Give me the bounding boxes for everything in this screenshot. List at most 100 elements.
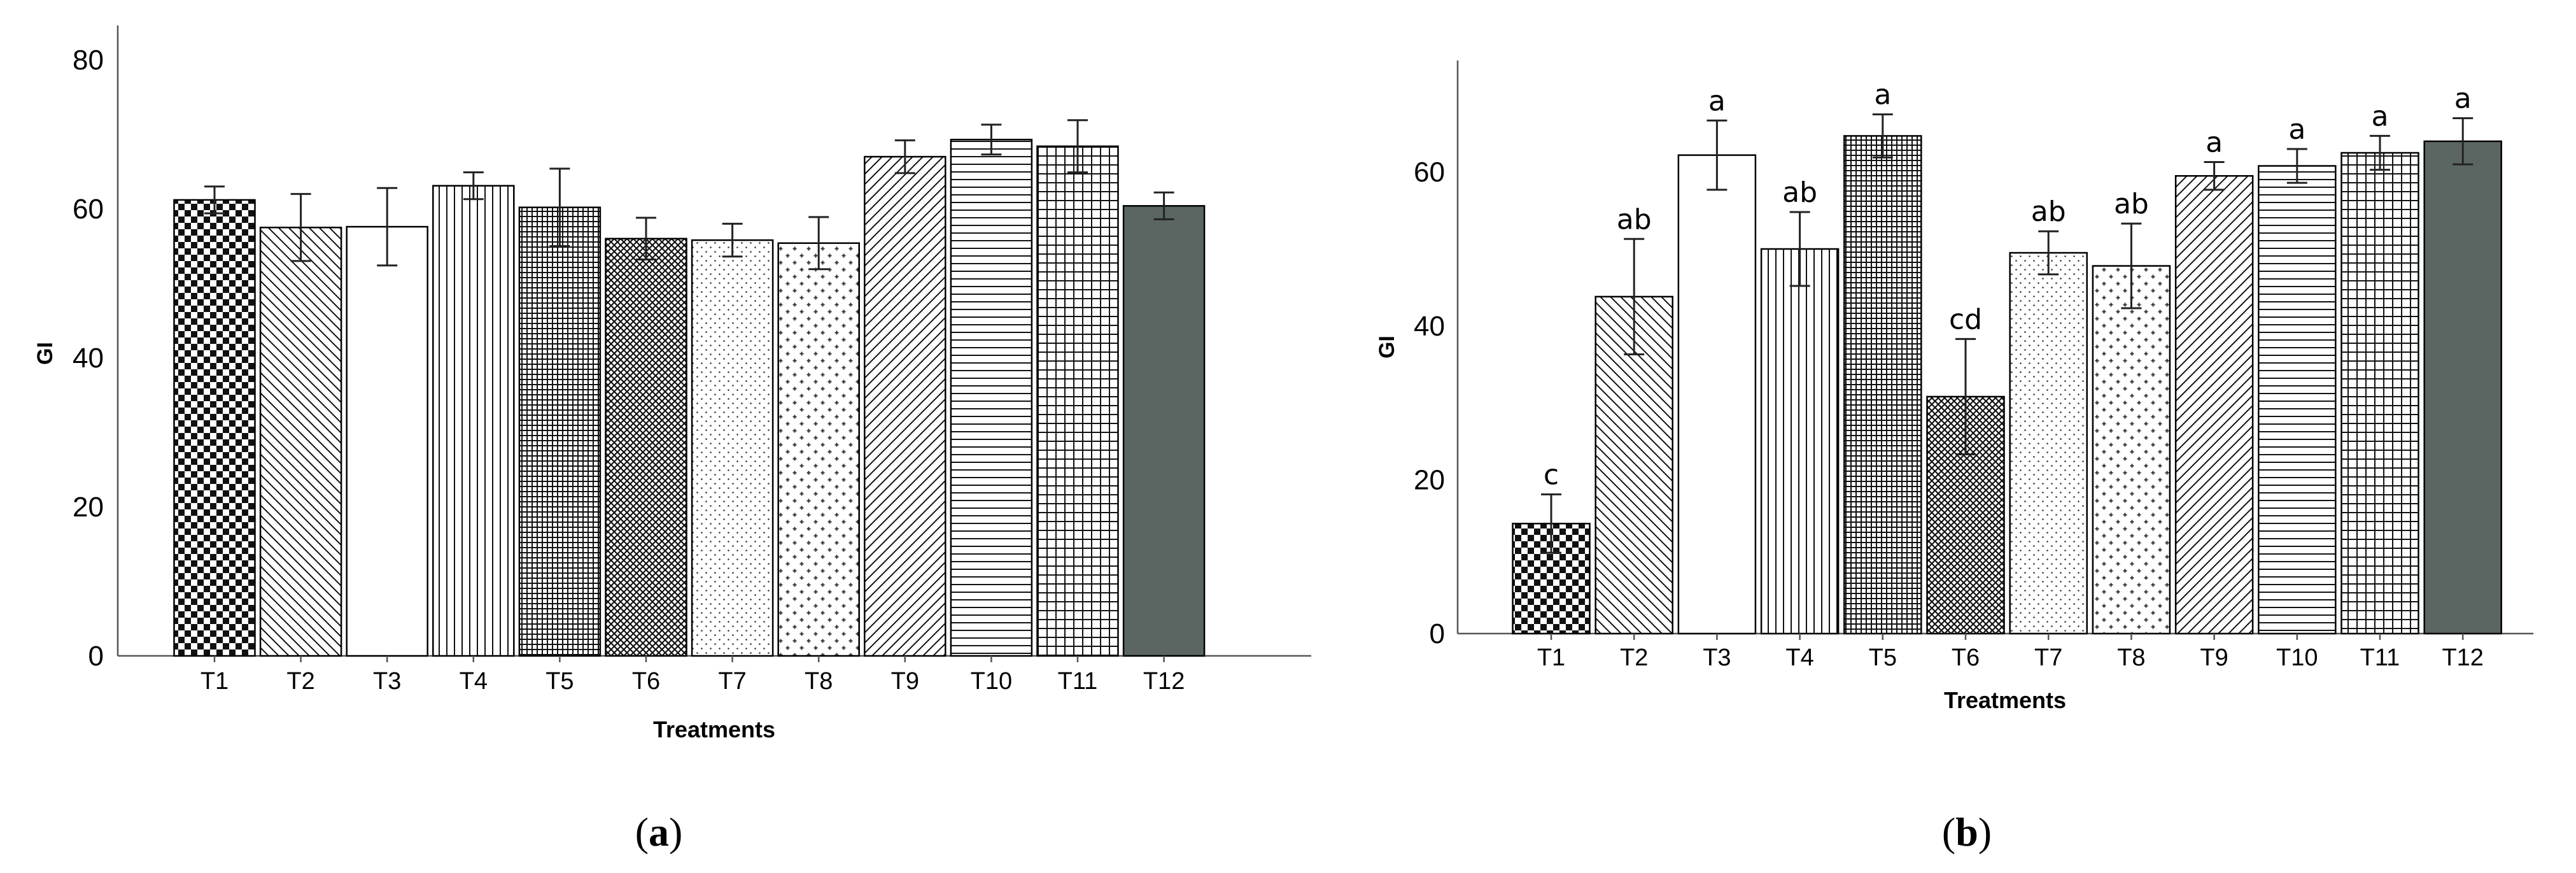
error-bar-t4: [1789, 211, 1810, 287]
bar-label: ab: [2031, 195, 2066, 228]
y-axis-label: GI: [1375, 336, 1399, 358]
x-tick-label: T2: [1620, 644, 1648, 671]
error-bar-t7: [2038, 230, 2059, 276]
error-bar-t10: [981, 124, 1002, 156]
error-bar-t9: [2204, 160, 2225, 191]
x-tick-label: T6: [632, 668, 660, 695]
bar-t8: [2092, 265, 2171, 635]
y-tick-label: 0: [1430, 618, 1445, 649]
x-tick-label: T5: [545, 668, 574, 695]
bars: [1512, 113, 2502, 635]
bar-t11: [2340, 152, 2419, 635]
y-tick-label: 0: [88, 641, 104, 672]
error-bar-t5: [1872, 113, 1893, 159]
bar-label: a: [2372, 100, 2389, 132]
bar-t2: [259, 227, 342, 657]
x-tick-label: T11: [2360, 644, 2400, 671]
bar-t3: [1677, 154, 1757, 635]
x-axis-label: Treatments: [1944, 687, 2066, 713]
bar-t8: [777, 242, 860, 657]
error-bar-t6: [636, 216, 656, 261]
panel-caption: (a): [635, 809, 683, 855]
x-tick-label: T8: [805, 668, 833, 695]
y-tick-label: 40: [73, 343, 104, 374]
x-tick-label: T12: [2442, 644, 2483, 671]
y-tick-label: 20: [1414, 464, 1445, 495]
error-bar-t9: [894, 139, 915, 174]
error-bar-t3: [377, 187, 398, 267]
error-bar-t6: [1955, 337, 1976, 456]
y-tick-label: 20: [73, 492, 104, 523]
bar-t5: [518, 206, 602, 657]
chart-panel-b: 0 20 40 60 T1 T2 T3 T4 T5 T6 T7 T8 T9 T10 T11 T12 c ab a…: [1375, 60, 2533, 855]
bar-t7: [2009, 252, 2088, 635]
error-bar-t3: [1707, 119, 1728, 191]
bar-t5: [1843, 135, 1922, 635]
y-axis-label: GI: [33, 342, 57, 365]
bar-t1: [173, 199, 256, 657]
error-bar-t8: [2121, 222, 2142, 309]
x-tick-label: T4: [460, 668, 488, 695]
y-tick-labels: 0 20 40 60: [1414, 157, 1445, 649]
bar-label: a: [1708, 85, 1726, 117]
error-bar-t5: [549, 167, 570, 247]
error-bar-t12: [2453, 117, 2474, 166]
x-tick-label: T9: [891, 668, 919, 695]
x-tick-label: T9: [2200, 644, 2228, 671]
bars: [173, 119, 1206, 657]
x-tick-label: T4: [1785, 644, 1813, 671]
x-tick-label: T7: [718, 668, 746, 695]
x-tick-label: T6: [1952, 644, 1980, 671]
bar-t6: [605, 238, 687, 657]
error-bar-t2: [1624, 238, 1645, 355]
bar-t12: [1122, 205, 1206, 657]
error-bar-t10: [2286, 148, 2307, 184]
bar-t12: [2423, 140, 2502, 635]
y-tick-label: 60: [1414, 157, 1445, 188]
x-axis-label: Treatments: [653, 716, 775, 742]
y-tick-label: 80: [73, 45, 104, 76]
x-tick-label: T3: [1703, 644, 1731, 671]
bar-t7: [691, 239, 774, 657]
bar-t3: [346, 225, 428, 657]
bar-label: ab: [2114, 188, 2149, 220]
x-tick-label: T3: [373, 668, 401, 695]
panel-caption: (b): [1942, 809, 1992, 855]
error-bar-t11: [1067, 119, 1088, 174]
chart-panel-a: 0 20 40 60 80 T1 T2 T3 T4 T5 T6 T7 T8 T9 T10 T11 T12 GI…: [33, 25, 1311, 855]
error-bar-t7: [722, 222, 743, 258]
bar-t4: [432, 185, 515, 657]
x-tick-label: T8: [2117, 644, 2145, 671]
x-tick-label: T7: [2034, 644, 2062, 671]
bar-label: ab: [1617, 203, 1652, 236]
y-tick-label: 60: [73, 194, 104, 225]
bar-label: ab: [1782, 176, 1817, 209]
x-tick-label: T1: [1537, 644, 1565, 671]
y-tick-labels: 0 20 40 60 80: [73, 45, 104, 672]
error-bar-t2: [290, 193, 311, 262]
bar-t9: [864, 155, 947, 657]
bar-label: cd: [1949, 303, 1982, 336]
x-tick-label: T12: [1143, 668, 1185, 695]
bar-label: c: [1544, 458, 1559, 491]
bar-t10: [950, 138, 1033, 657]
x-tick-labels: T1 T2 T3 T4 T5 T6 T7 T8 T9 T10 T11 T12: [201, 656, 1185, 695]
bar-t11: [1036, 145, 1119, 657]
x-tick-label: T1: [201, 668, 229, 695]
bar-label: a: [1874, 79, 1891, 111]
error-bar-t12: [1153, 191, 1174, 220]
x-tick-labels: T1 T2 T3 T4 T5 T6 T7 T8 T9 T10 T11 T12: [1537, 634, 2484, 671]
bar-t4: [1760, 248, 1840, 635]
bar-label: a: [2454, 83, 2472, 115]
x-tick-label: T10: [971, 668, 1012, 695]
bar-labels: c ab a ab a cd ab ab a a a a: [1544, 79, 2472, 492]
bar-t9: [2174, 174, 2254, 635]
error-bar-t4: [463, 171, 484, 201]
x-tick-label: T5: [1869, 644, 1897, 671]
x-tick-label: T10: [2276, 644, 2318, 671]
x-tick-label: T2: [286, 668, 314, 695]
error-bar-t1: [204, 185, 225, 215]
x-tick-label: T11: [1058, 668, 1098, 695]
error-bar-t8: [808, 216, 829, 271]
